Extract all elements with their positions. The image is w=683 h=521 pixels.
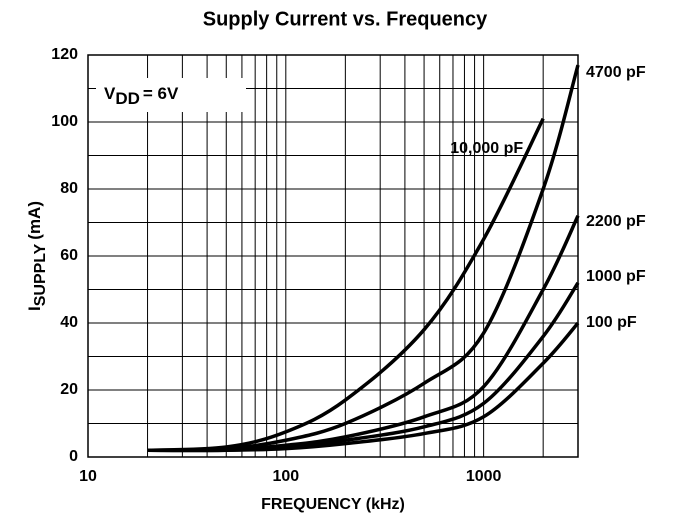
series-line xyxy=(147,64,580,453)
x-tick-label: 10 xyxy=(79,468,97,485)
annotation-main: V xyxy=(104,84,116,103)
y-tick-label: 60 xyxy=(60,247,78,264)
series-label: 10,000 pF xyxy=(450,140,523,157)
series-label: 1000 pF xyxy=(586,268,646,285)
y-label-sub: SUPPLY xyxy=(32,243,49,306)
y-tick-label: 80 xyxy=(60,180,78,197)
chart-title: Supply Current vs. Frequency xyxy=(203,8,488,30)
series-label: 2200 pF xyxy=(586,213,646,230)
series-line xyxy=(147,117,545,453)
plot-frame xyxy=(87,54,579,458)
y-tick-label: 20 xyxy=(60,381,78,398)
y-axis-label: ISUPPLY (mA) xyxy=(25,201,49,311)
y-tick-label: 0 xyxy=(69,448,78,465)
annotation-rest: = 6V xyxy=(143,84,179,103)
series-line xyxy=(147,281,580,453)
y-label-main: I xyxy=(25,306,44,311)
x-tick-label: 1000 xyxy=(466,468,502,485)
x-axis-label: FREQUENCY (kHz) xyxy=(261,496,405,513)
annotation-box xyxy=(96,78,246,112)
annotation: VDD = 6V xyxy=(104,84,179,108)
y-tick-label: 40 xyxy=(60,314,78,331)
y-tick-label: 100 xyxy=(51,113,78,130)
y-label-rest: (mA) xyxy=(25,201,44,240)
series-label: 4700 pF xyxy=(586,64,646,81)
series-label: 100 pF xyxy=(586,314,637,331)
annotation-sub: DD xyxy=(115,89,140,108)
x-tick-label: 100 xyxy=(272,468,299,485)
y-tick-label: 120 xyxy=(51,46,78,63)
